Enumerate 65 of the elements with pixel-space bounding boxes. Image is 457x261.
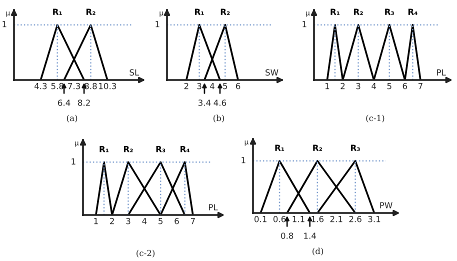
series-label: R₃ bbox=[156, 146, 166, 152]
annotation: 1 bbox=[302, 21, 306, 28]
x-axis-title: SW bbox=[266, 69, 278, 76]
x-tick-label: 5 bbox=[387, 83, 392, 90]
x-tick-label: 1 bbox=[325, 83, 330, 90]
annotation: 1.4 bbox=[304, 232, 316, 239]
x-axis-title: PL bbox=[437, 69, 446, 76]
series-label: R₄ bbox=[408, 8, 418, 15]
x-tick-label: 6 bbox=[402, 82, 408, 90]
x-tick-label: 2.6 bbox=[349, 216, 362, 222]
annotation: 6.4 bbox=[58, 100, 70, 106]
x-axis-title: PW bbox=[380, 202, 392, 208]
annotation: 3.4 bbox=[198, 100, 211, 106]
x-tick-label: 1 bbox=[94, 218, 98, 224]
series-label: R₂ bbox=[313, 144, 322, 151]
annotation: 8.2 bbox=[78, 100, 90, 106]
series-label: R₂ bbox=[220, 8, 230, 15]
x-tick-label: 7 bbox=[190, 218, 195, 224]
annotation: 1 bbox=[242, 157, 246, 164]
text: (d) bbox=[312, 248, 324, 256]
x-tick-label: 1.1 bbox=[292, 216, 304, 222]
series-label: R₃ bbox=[385, 8, 394, 15]
series-label: R₂ bbox=[86, 8, 96, 15]
x-tick-label: 5 bbox=[158, 218, 163, 224]
x-tick-label: 2 bbox=[340, 82, 345, 90]
x-tick-label: 3 bbox=[356, 82, 360, 90]
series-label: R₁ bbox=[100, 146, 109, 152]
series-label: R₁ bbox=[195, 8, 204, 15]
text: (a) bbox=[66, 114, 78, 122]
x-tick-label: 1.6 bbox=[312, 216, 324, 222]
x-tick-label: 3 bbox=[126, 218, 130, 224]
series-label: R₂ bbox=[124, 146, 133, 152]
x-tick-label: 2.1 bbox=[330, 216, 342, 222]
annotation: 4.6 bbox=[214, 100, 226, 106]
annotation: 0.8 bbox=[281, 232, 294, 239]
series-label: R₁ bbox=[330, 8, 340, 15]
x-tick-label: 6 bbox=[236, 82, 240, 90]
series-label: R₄ bbox=[180, 146, 190, 152]
x-tick-label: 3.1 bbox=[368, 216, 380, 222]
x-tick-label: 6 bbox=[174, 218, 179, 224]
x-tick-label: 5 bbox=[223, 83, 228, 90]
series-label: R₁ bbox=[53, 8, 62, 15]
x-tick-label: 7.3 bbox=[68, 82, 80, 90]
x-tick-label: 4 bbox=[142, 218, 147, 224]
annotation: 1 bbox=[156, 21, 160, 28]
x-axis-title: PL bbox=[208, 204, 218, 210]
x-tick-label: 2 bbox=[184, 82, 188, 90]
text: (c-2) bbox=[136, 250, 155, 258]
x-tick-label: 4 bbox=[210, 83, 214, 90]
x-tick-label: 0.1 bbox=[254, 216, 266, 222]
text: (c-1) bbox=[366, 114, 384, 122]
x-tick-label: 0.6 bbox=[273, 216, 286, 222]
x-tick-label: 7 bbox=[418, 83, 422, 90]
x-tick-label: 4.3 bbox=[34, 82, 47, 90]
x-tick-label: 3 bbox=[197, 82, 202, 90]
series-label: R₂ bbox=[354, 8, 363, 15]
annotation: 1 bbox=[2, 21, 6, 28]
series-label: R₁ bbox=[275, 144, 284, 151]
x-tick-label: 10.3 bbox=[99, 82, 116, 90]
x-tick-label: 2 bbox=[110, 218, 114, 224]
x-axis-title: SL bbox=[130, 69, 140, 76]
x-tick-label: 4 bbox=[372, 83, 376, 90]
text: (b) bbox=[213, 114, 224, 122]
annotation: 1 bbox=[72, 158, 76, 164]
series-label: R₃ bbox=[351, 144, 360, 151]
